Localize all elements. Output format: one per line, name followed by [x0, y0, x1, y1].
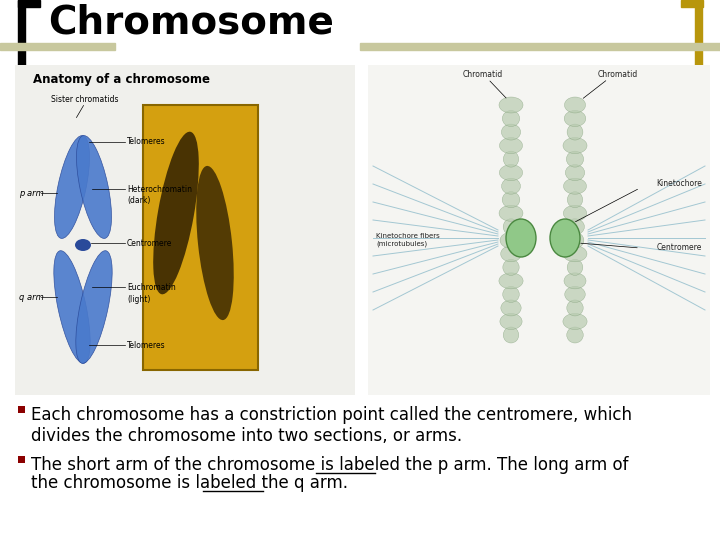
Ellipse shape: [500, 246, 521, 262]
Text: Anatomy of a chromosome: Anatomy of a chromosome: [33, 73, 210, 86]
Ellipse shape: [563, 138, 587, 153]
Ellipse shape: [502, 192, 520, 208]
Ellipse shape: [564, 178, 587, 194]
Ellipse shape: [566, 232, 584, 248]
Ellipse shape: [76, 136, 112, 239]
Bar: [0, 43, 115, 50]
Ellipse shape: [564, 273, 586, 289]
Ellipse shape: [76, 251, 112, 363]
Ellipse shape: [567, 192, 582, 208]
Bar: [360, 43, 720, 50]
Ellipse shape: [567, 327, 583, 343]
Text: p arm: p arm: [19, 188, 44, 198]
Ellipse shape: [197, 166, 234, 320]
Text: (dark): (dark): [127, 197, 150, 206]
Text: Telomeres: Telomeres: [127, 341, 166, 349]
Ellipse shape: [55, 136, 89, 239]
Ellipse shape: [567, 259, 582, 275]
Bar: [18, 0, 25, 80]
Text: Kinetochore: Kinetochore: [656, 179, 702, 187]
Ellipse shape: [499, 97, 523, 113]
Text: Euchromatin: Euchromatin: [127, 282, 176, 292]
Ellipse shape: [499, 205, 523, 221]
Ellipse shape: [502, 178, 521, 194]
Ellipse shape: [564, 286, 585, 302]
Bar: [695, 0, 702, 80]
Ellipse shape: [501, 124, 521, 140]
Ellipse shape: [563, 314, 587, 329]
Text: Chromatid: Chromatid: [598, 70, 638, 79]
Ellipse shape: [564, 111, 586, 126]
Ellipse shape: [550, 219, 580, 257]
Bar: [18, 0, 40, 7]
Text: Telomeres: Telomeres: [127, 138, 166, 146]
Text: q arm: q arm: [19, 293, 44, 301]
Ellipse shape: [501, 300, 521, 316]
Bar: [18, 456, 25, 463]
Bar: [18, 406, 25, 413]
Ellipse shape: [500, 165, 523, 181]
Ellipse shape: [503, 151, 518, 167]
Ellipse shape: [563, 246, 587, 262]
Text: (light): (light): [127, 294, 150, 303]
Text: Each chromosome has a constriction point called the centromere, which
divides th: Each chromosome has a constriction point…: [31, 406, 632, 445]
Text: Chromatid: Chromatid: [463, 70, 503, 79]
Text: Kinetochore fibers
(microtubules): Kinetochore fibers (microtubules): [376, 233, 440, 247]
Ellipse shape: [503, 286, 519, 302]
Bar: [368, 65, 710, 395]
Ellipse shape: [54, 251, 90, 363]
Ellipse shape: [500, 314, 522, 329]
Ellipse shape: [500, 138, 523, 153]
Bar: [143, 105, 258, 370]
Text: Sister chromatids: Sister chromatids: [51, 95, 119, 104]
Text: Centromere: Centromere: [127, 239, 172, 247]
Ellipse shape: [567, 151, 584, 167]
Ellipse shape: [567, 124, 583, 140]
Ellipse shape: [503, 327, 519, 343]
Ellipse shape: [499, 273, 523, 289]
Ellipse shape: [503, 219, 519, 235]
Ellipse shape: [503, 111, 520, 126]
Ellipse shape: [563, 205, 587, 221]
Text: the chromosome is labeled the q arm.: the chromosome is labeled the q arm.: [31, 474, 348, 492]
Text: The short arm of the chromosome is labeled the p arm. The long arm of: The short arm of the chromosome is label…: [31, 456, 629, 474]
Ellipse shape: [506, 219, 536, 257]
Ellipse shape: [153, 132, 199, 294]
Ellipse shape: [566, 219, 585, 235]
Ellipse shape: [503, 259, 519, 275]
Bar: [15, 65, 355, 395]
Text: Heterochromatin: Heterochromatin: [127, 185, 192, 193]
Bar: [681, 0, 703, 7]
Text: Centromere: Centromere: [657, 244, 702, 253]
Text: Chromosome: Chromosome: [48, 4, 334, 42]
Ellipse shape: [564, 97, 585, 113]
Ellipse shape: [567, 300, 583, 316]
Ellipse shape: [500, 232, 522, 248]
Ellipse shape: [565, 165, 585, 181]
Ellipse shape: [75, 239, 91, 251]
